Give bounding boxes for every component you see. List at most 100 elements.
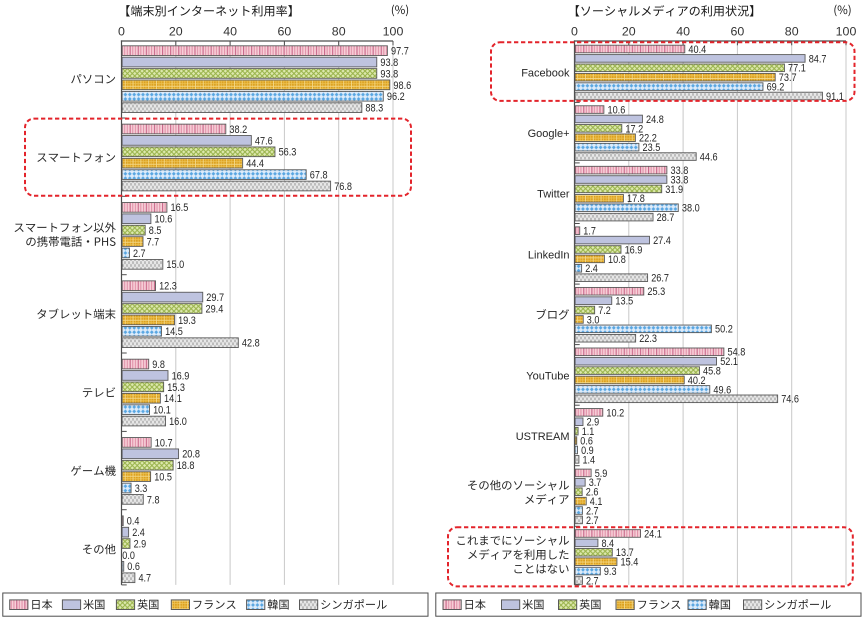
svg-text:Google+: Google+ — [528, 128, 570, 140]
svg-text:10.1: 10.1 — [153, 405, 171, 417]
svg-text:80: 80 — [785, 25, 799, 39]
svg-text:84.7: 84.7 — [809, 53, 827, 65]
svg-text:14.5: 14.5 — [165, 326, 183, 338]
svg-text:93.8: 93.8 — [380, 57, 398, 69]
svg-text:12.3: 12.3 — [159, 281, 177, 293]
svg-text:15.3: 15.3 — [167, 382, 185, 394]
svg-text:10.2: 10.2 — [606, 407, 624, 419]
svg-text:1.1: 1.1 — [582, 426, 595, 438]
svg-text:18.8: 18.8 — [177, 460, 195, 472]
svg-text:42.8: 42.8 — [242, 338, 260, 350]
svg-text:0: 0 — [118, 25, 125, 39]
svg-text:2.9: 2.9 — [134, 538, 147, 550]
svg-text:19.3: 19.3 — [178, 315, 196, 327]
svg-text:28.7: 28.7 — [657, 212, 675, 224]
svg-text:29.4: 29.4 — [206, 303, 224, 315]
svg-text:29.7: 29.7 — [206, 292, 224, 304]
svg-text:33.8: 33.8 — [671, 174, 689, 186]
svg-text:USTREAM: USTREAM — [516, 431, 570, 443]
svg-text:7.7: 7.7 — [147, 236, 160, 248]
svg-text:52.1: 52.1 — [720, 356, 738, 368]
svg-text:47.6: 47.6 — [255, 135, 273, 147]
svg-text:16.5: 16.5 — [171, 202, 189, 214]
svg-text:40: 40 — [223, 25, 237, 39]
svg-text:40.2: 40.2 — [688, 375, 706, 387]
svg-text:2.7: 2.7 — [586, 515, 599, 527]
svg-text:98.6: 98.6 — [393, 80, 411, 92]
svg-text:2.6: 2.6 — [586, 487, 599, 499]
svg-text:100: 100 — [383, 25, 404, 39]
svg-text:16.9: 16.9 — [625, 244, 643, 256]
svg-text:3.3: 3.3 — [135, 483, 148, 495]
svg-text:80: 80 — [332, 25, 346, 39]
svg-text:10.5: 10.5 — [154, 472, 172, 484]
svg-text:44.4: 44.4 — [246, 158, 264, 170]
svg-text:7.8: 7.8 — [147, 494, 160, 506]
svg-text:77.1: 77.1 — [788, 63, 806, 75]
svg-text:15.4: 15.4 — [621, 557, 639, 569]
svg-text:16.0: 16.0 — [169, 416, 187, 428]
svg-text:0.0: 0.0 — [122, 550, 135, 562]
svg-text:100: 100 — [836, 25, 857, 39]
svg-text:25.3: 25.3 — [647, 286, 665, 298]
svg-text:60: 60 — [731, 25, 745, 39]
svg-text:40: 40 — [676, 25, 690, 39]
svg-text:14.1: 14.1 — [164, 393, 182, 405]
svg-text:1.7: 1.7 — [583, 226, 596, 238]
svg-text:17.2: 17.2 — [625, 123, 643, 135]
svg-text:27.4: 27.4 — [653, 235, 671, 247]
svg-text:Facebook: Facebook — [521, 68, 570, 80]
svg-text:9.8: 9.8 — [152, 359, 165, 371]
svg-text:Twitter: Twitter — [537, 189, 570, 201]
svg-text:13.5: 13.5 — [615, 296, 633, 308]
svg-text:15.0: 15.0 — [166, 259, 184, 271]
svg-text:60: 60 — [278, 25, 292, 39]
svg-text:96.2: 96.2 — [387, 91, 405, 103]
svg-text:10.7: 10.7 — [155, 437, 173, 449]
svg-text:0.9: 0.9 — [581, 445, 594, 457]
svg-text:2.7: 2.7 — [586, 575, 599, 587]
svg-text:22.2: 22.2 — [639, 133, 657, 145]
svg-text:17.8: 17.8 — [627, 193, 645, 205]
svg-text:0.6: 0.6 — [127, 561, 140, 573]
svg-text:69.2: 69.2 — [767, 82, 785, 94]
svg-text:5.9: 5.9 — [595, 468, 608, 480]
svg-text:44.6: 44.6 — [700, 152, 718, 164]
svg-text:40.4: 40.4 — [688, 44, 706, 56]
svg-text:38.2: 38.2 — [229, 124, 247, 136]
svg-text:8.5: 8.5 — [149, 225, 162, 237]
svg-text:10.8: 10.8 — [608, 254, 626, 266]
svg-text:3.7: 3.7 — [589, 477, 602, 489]
svg-text:54.8: 54.8 — [728, 347, 746, 359]
svg-text:38.0: 38.0 — [682, 203, 700, 215]
svg-text:1.4: 1.4 — [583, 454, 596, 466]
svg-text:93.8: 93.8 — [380, 68, 398, 80]
svg-text:20.8: 20.8 — [182, 449, 200, 461]
svg-text:50.2: 50.2 — [715, 324, 733, 336]
svg-text:73.7: 73.7 — [779, 72, 797, 84]
svg-text:LinkedIn: LinkedIn — [528, 249, 570, 261]
svg-text:31.9: 31.9 — [665, 184, 683, 196]
svg-text:3.0: 3.0 — [587, 314, 600, 326]
svg-text:24.8: 24.8 — [646, 114, 664, 126]
svg-text:24.1: 24.1 — [644, 528, 662, 540]
svg-text:4.1: 4.1 — [590, 496, 603, 508]
svg-text:88.3: 88.3 — [365, 103, 383, 115]
svg-text:YouTube: YouTube — [526, 370, 569, 382]
svg-text:2.7: 2.7 — [133, 248, 146, 260]
svg-text:2.9: 2.9 — [587, 417, 600, 429]
svg-text:4.7: 4.7 — [139, 573, 152, 585]
svg-text:8.4: 8.4 — [602, 538, 615, 550]
svg-text:33.8: 33.8 — [671, 165, 689, 177]
svg-text:10.6: 10.6 — [155, 214, 173, 226]
svg-text:56.3: 56.3 — [279, 147, 297, 159]
svg-text:2.4: 2.4 — [132, 527, 145, 539]
svg-text:0.6: 0.6 — [580, 436, 593, 448]
svg-text:26.7: 26.7 — [651, 273, 669, 285]
svg-text:2.7: 2.7 — [586, 505, 599, 517]
svg-text:9.3: 9.3 — [604, 566, 617, 578]
svg-text:2.4: 2.4 — [585, 263, 598, 275]
svg-text:45.8: 45.8 — [703, 366, 721, 378]
svg-text:0.4: 0.4 — [127, 516, 140, 528]
svg-text:49.6: 49.6 — [713, 384, 731, 396]
